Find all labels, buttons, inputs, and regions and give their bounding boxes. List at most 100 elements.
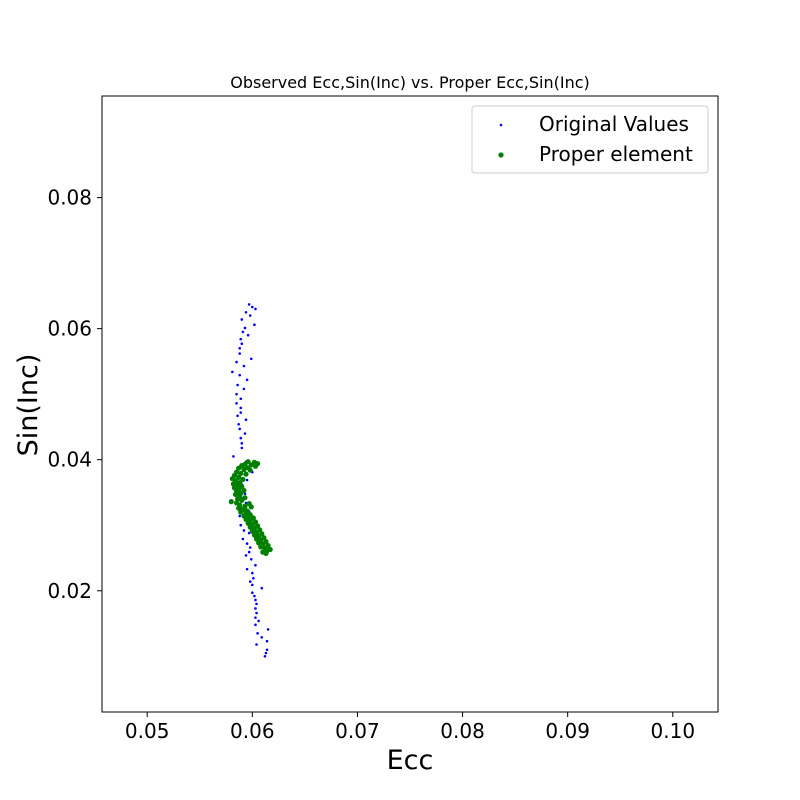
chart-title: Observed Ecc,Sin(Inc) vs. Proper Ecc,Sin… (230, 73, 590, 92)
data-point (247, 303, 251, 306)
data-point (249, 357, 253, 361)
data-point (240, 318, 244, 321)
data-point (239, 337, 243, 341)
data-point (256, 540, 262, 546)
y-tick-label: 0.08 (47, 186, 92, 210)
legend-marker-proper-element (498, 152, 504, 158)
data-point (240, 342, 244, 346)
data-point (236, 505, 242, 511)
data-point (236, 474, 242, 480)
data-point (232, 455, 235, 458)
data-point (253, 594, 256, 598)
data-point (251, 532, 258, 538)
data-point (238, 347, 242, 350)
data-point (254, 563, 257, 567)
data-point (248, 580, 252, 583)
x-axis-label: Ecc (387, 745, 434, 776)
data-point (238, 470, 244, 477)
data-point (251, 305, 254, 309)
data-point (258, 544, 264, 550)
data-point (232, 491, 239, 498)
data-point (255, 643, 258, 646)
data-point (248, 462, 254, 468)
data-point (247, 524, 253, 530)
y-tick-label: 0.04 (47, 448, 92, 472)
data-point (242, 529, 246, 532)
data-point (254, 623, 257, 627)
x-tick-label: 0.06 (230, 719, 275, 743)
data-point (236, 465, 242, 471)
data-point (244, 418, 248, 422)
series-proper-element (228, 459, 273, 557)
data-point (266, 628, 270, 631)
data-point (242, 364, 246, 368)
plot-frame (101, 95, 719, 713)
data-point (263, 655, 267, 658)
data-point (243, 492, 247, 496)
series-layer (228, 303, 273, 658)
data-point (243, 326, 247, 330)
data-point (247, 531, 251, 535)
data-point (251, 583, 254, 587)
data-point (236, 414, 239, 418)
data-point (235, 392, 238, 396)
data-point (241, 330, 245, 334)
data-point (248, 504, 254, 510)
data-point (235, 402, 238, 405)
data-point (245, 478, 249, 482)
data-point (244, 554, 248, 557)
data-point (240, 442, 244, 445)
data-point (242, 387, 246, 391)
data-point (236, 383, 239, 387)
data-point (248, 546, 252, 549)
data-point (255, 611, 258, 615)
data-point (253, 323, 256, 327)
data-point (246, 333, 250, 337)
x-tick-label: 0.07 (335, 719, 380, 743)
data-point (239, 411, 243, 414)
x-axis: 0.05 0.06 0.07 0.08 0.09 0.10 (125, 712, 695, 743)
data-point (260, 586, 264, 590)
data-point (257, 619, 260, 623)
legend-marker-original-values (499, 123, 503, 127)
data-point (238, 373, 242, 377)
data-point (253, 536, 260, 542)
data-point (248, 314, 252, 317)
data-point (241, 537, 245, 541)
data-point (256, 632, 259, 635)
y-tick-label: 0.06 (47, 317, 92, 341)
legend-label-proper-element: Proper element (539, 142, 693, 166)
data-point (254, 598, 257, 602)
data-point (252, 577, 255, 580)
data-point (265, 639, 269, 643)
data-point (228, 499, 234, 505)
data-point (238, 509, 244, 515)
y-axis: 0.02 0.04 0.06 0.08 (47, 186, 102, 603)
data-point (251, 591, 254, 595)
data-point (239, 523, 243, 527)
data-point (254, 307, 257, 311)
legend-label-original-values: Original Values (539, 112, 689, 136)
legend-frame (471, 105, 709, 174)
data-point (247, 550, 251, 554)
data-point (245, 542, 249, 545)
data-point (245, 520, 251, 526)
data-point (238, 427, 242, 431)
data-point (243, 471, 249, 477)
x-tick-label: 0.10 (651, 719, 696, 743)
data-point (263, 550, 269, 557)
data-point (240, 446, 244, 450)
data-point (254, 616, 257, 619)
x-tick-label: 0.08 (440, 719, 485, 743)
x-tick-label: 0.05 (125, 719, 170, 743)
data-point (235, 496, 241, 502)
data-point (249, 528, 255, 534)
y-tick-label: 0.02 (47, 579, 92, 603)
y-axis-label: Sin(Inc) (13, 354, 44, 457)
data-point (238, 514, 242, 518)
data-point (243, 432, 247, 435)
data-point (231, 485, 238, 491)
data-point (239, 406, 243, 410)
data-point (264, 651, 268, 655)
